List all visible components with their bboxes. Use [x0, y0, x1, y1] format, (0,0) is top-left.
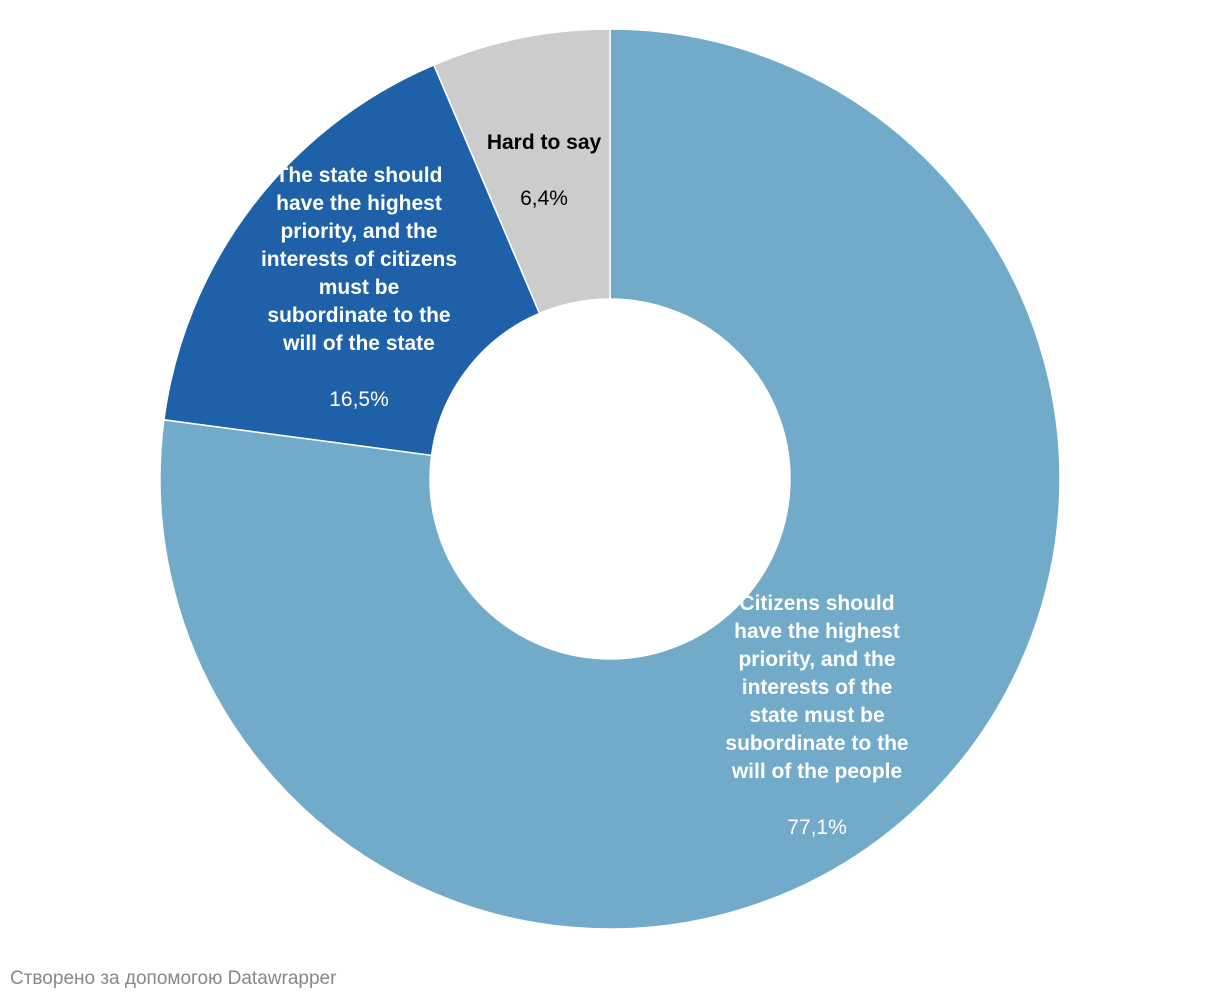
slice-value-state: 16,5%: [329, 388, 389, 411]
slice-value-citizens: 77,1%: [787, 816, 847, 839]
slice-state: [163, 63, 541, 457]
credit-text: Створено за допомогою Datawrapper: [10, 968, 337, 989]
slice-name-state: The state should have the highest priori…: [260, 164, 458, 355]
slice-value-hard-to-say: 6,4%: [520, 187, 568, 210]
slice-name-citizens: Citizens should have the highest priorit…: [725, 592, 909, 783]
slice-hard-to-say: [432, 28, 611, 315]
slice-label-hard-to-say: Hard to say 6,4%: [444, 101, 644, 241]
slice-label-citizens: Citizens should have the highest priorit…: [697, 562, 937, 870]
slice-name-hard-to-say: Hard to say: [486, 131, 602, 154]
slice-label-state: The state should have the highest priori…: [239, 134, 479, 442]
slice-citizens: [159, 28, 1061, 930]
donut-slices: [159, 28, 1061, 930]
